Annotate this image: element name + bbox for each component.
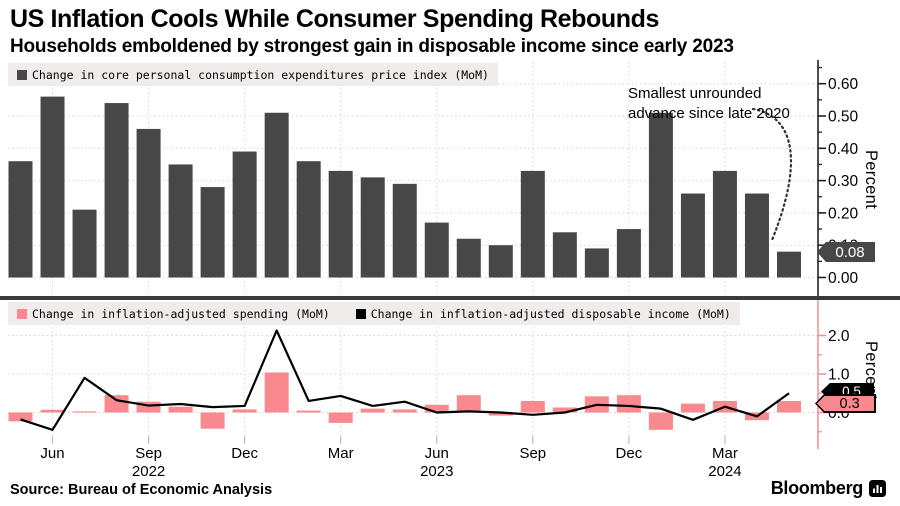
bar-core-pce bbox=[169, 164, 193, 277]
bar-real-spending bbox=[777, 401, 801, 413]
bar-real-spending bbox=[105, 395, 129, 412]
bar-core-pce bbox=[585, 248, 609, 277]
bar-core-pce bbox=[9, 161, 33, 277]
chart-annotation: Smallest unrounded advance since late 20… bbox=[628, 84, 790, 125]
bar-core-pce bbox=[329, 171, 353, 278]
bloomberg-chart-page: US Inflation Cools While Consumer Spendi… bbox=[0, 0, 900, 506]
bar-core-pce bbox=[201, 187, 225, 277]
bloomberg-wordmark: Bloomberg bbox=[771, 478, 863, 499]
bar-core-pce bbox=[777, 252, 801, 278]
bar-chart-icon bbox=[869, 480, 886, 497]
bar-real-spending bbox=[169, 407, 193, 413]
x-axis-year-label: 2024 bbox=[708, 463, 741, 480]
x-axis-month-label: Mar bbox=[328, 445, 354, 462]
x-axis-month-label: Sep bbox=[135, 445, 162, 462]
bar-real-spending bbox=[393, 409, 417, 412]
top-y-axis-label: Percent bbox=[861, 150, 880, 209]
y-tick-label: 0.20 bbox=[828, 205, 859, 222]
bar-core-pce bbox=[489, 245, 513, 277]
page-subtitle: Households emboldened by strongest gain … bbox=[10, 36, 734, 58]
bar-real-spending bbox=[329, 413, 353, 423]
bar-core-pce bbox=[457, 239, 481, 278]
bar-real-spending bbox=[361, 409, 385, 413]
legend-entry-income: Change in inflation-adjusted disposable … bbox=[356, 307, 731, 321]
bar-core-pce bbox=[553, 232, 577, 277]
bar-real-spending bbox=[457, 395, 481, 412]
y-tick-label: 2.0 bbox=[828, 328, 850, 345]
x-axis-month-label: Dec bbox=[231, 445, 258, 462]
x-axis-month-label: Dec bbox=[616, 445, 643, 462]
bar-core-pce bbox=[105, 103, 129, 277]
last-value-badge-core-pce: 0.08 bbox=[817, 242, 875, 262]
x-axis-month-label: Jun bbox=[425, 445, 449, 462]
x-axis-year-label: 2023 bbox=[420, 463, 453, 480]
bar-real-spending bbox=[681, 404, 705, 413]
x-axis-month-label: Mar bbox=[712, 445, 738, 462]
y-tick-label: 0.30 bbox=[828, 173, 859, 190]
page-title: US Inflation Cools While Consumer Spendi… bbox=[10, 5, 659, 34]
bar-core-pce bbox=[521, 171, 545, 278]
bar-real-spending bbox=[265, 372, 289, 412]
bottom-chart-legend: Change in inflation-adjusted spending (M… bbox=[8, 302, 740, 325]
bar-core-pce bbox=[617, 229, 641, 277]
x-axis-month-label: Sep bbox=[519, 445, 546, 462]
x-axis-month-label: Jun bbox=[40, 445, 64, 462]
bar-core-pce bbox=[265, 113, 289, 278]
source-credit: Source: Bureau of Economic Analysis bbox=[10, 482, 272, 498]
y-tick-label: 0.40 bbox=[828, 141, 859, 158]
legend-marker-icon bbox=[17, 309, 27, 319]
bloomberg-logo: Bloomberg bbox=[771, 478, 886, 499]
panel-divider bbox=[0, 296, 900, 300]
legend-label: Change in inflation-adjusted spending (M… bbox=[32, 307, 330, 321]
bar-core-pce bbox=[393, 184, 417, 278]
bar-core-pce bbox=[425, 223, 449, 278]
legend-marker-icon bbox=[356, 309, 366, 319]
bar-real-spending bbox=[649, 413, 673, 430]
bar-core-pce bbox=[713, 171, 737, 278]
legend-entry-core-pce: Change in core personal consumption expe… bbox=[17, 68, 489, 82]
bar-core-pce bbox=[297, 161, 321, 277]
legend-label: Change in inflation-adjusted disposable … bbox=[371, 307, 731, 321]
x-axis-year-label: 2022 bbox=[132, 463, 165, 480]
line-real-disposable-income bbox=[21, 330, 789, 429]
bar-real-spending bbox=[233, 409, 257, 412]
legend-label: Change in core personal consumption expe… bbox=[32, 68, 489, 82]
legend-marker-icon bbox=[17, 70, 27, 80]
bar-real-spending bbox=[521, 401, 545, 413]
bar-core-pce bbox=[649, 113, 673, 278]
bar-core-pce bbox=[73, 210, 97, 278]
bar-core-pce bbox=[745, 194, 769, 278]
y-tick-label: 0.50 bbox=[828, 109, 859, 126]
bar-core-pce bbox=[41, 97, 65, 278]
bar-real-spending bbox=[201, 413, 225, 429]
last-value-badge-spending: 0.3 bbox=[815, 394, 876, 413]
top-chart-legend: Change in core personal consumption expe… bbox=[8, 63, 498, 86]
bar-real-spending bbox=[297, 411, 321, 413]
bar-real-spending bbox=[73, 411, 97, 412]
y-tick-label: 1.0 bbox=[828, 367, 850, 384]
y-tick-label: 0.00 bbox=[828, 270, 859, 287]
bar-core-pce bbox=[233, 152, 257, 278]
y-tick-label: 0.60 bbox=[828, 76, 859, 93]
bar-core-pce bbox=[361, 177, 385, 277]
bar-real-spending bbox=[617, 395, 641, 412]
bar-core-pce bbox=[681, 194, 705, 278]
bar-core-pce bbox=[137, 129, 161, 278]
legend-entry-spending: Change in inflation-adjusted spending (M… bbox=[17, 307, 330, 321]
bar-real-spending bbox=[41, 410, 65, 413]
